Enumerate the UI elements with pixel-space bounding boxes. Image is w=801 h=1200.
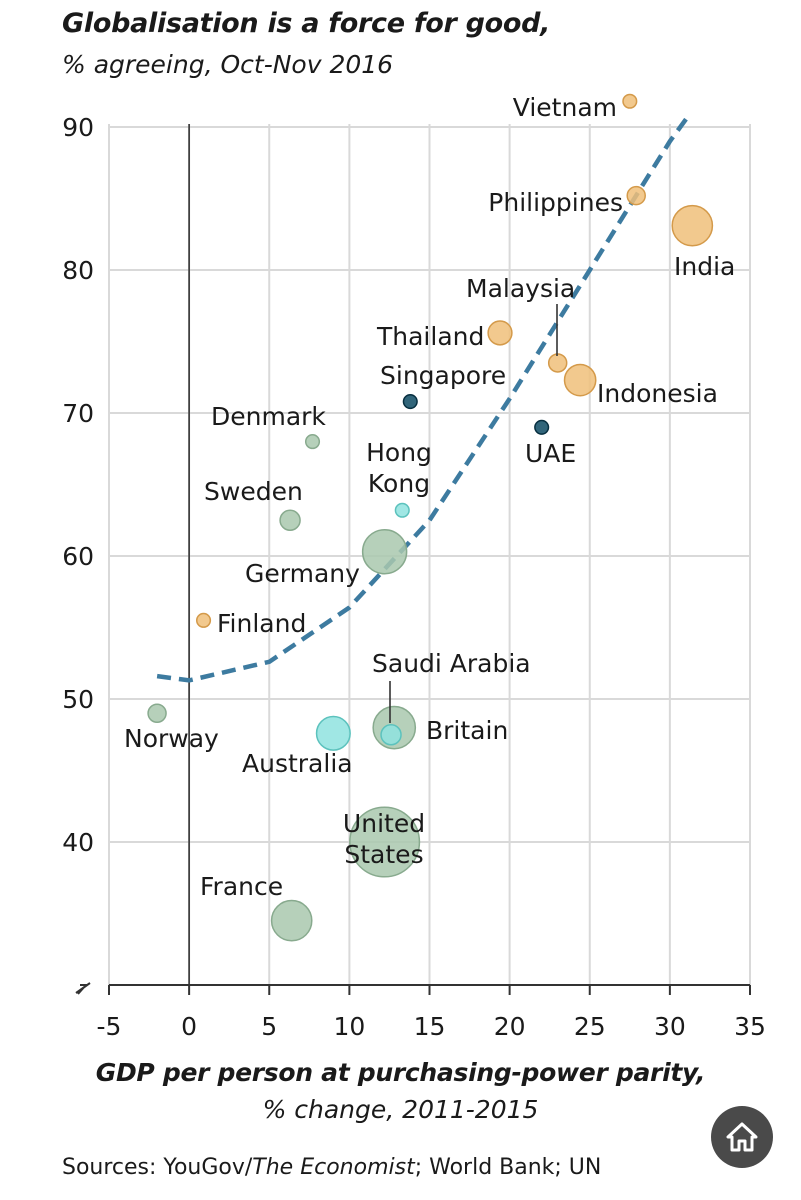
x-tick-label: 35 [734, 1012, 766, 1041]
bubble-singapore [402, 394, 418, 410]
label-philippines: Philippines [488, 188, 623, 217]
chart-title: Globalisation is a force for good, [62, 8, 551, 39]
label-thailand: Thailand [376, 322, 484, 351]
x-tick-label: 10 [333, 1012, 365, 1041]
source-note: Sources: YouGov/The Economist; World Ban… [62, 1155, 601, 1180]
x-axis-title: GDP per person at purchasing-power parit… [95, 1058, 706, 1087]
label-britain: Britain [426, 716, 508, 745]
x-tick-label: 0 [181, 1012, 197, 1041]
trend-line [156, 111, 693, 683]
y-tick-label: 60 [62, 542, 94, 571]
bubble-united-states [349, 806, 421, 878]
label-indonesia: Indonesia [597, 379, 718, 408]
label-finland: Finland [217, 609, 306, 638]
bubble-germany [361, 528, 408, 575]
label-united-states: United States [343, 809, 425, 869]
label-singapore: Singapore [380, 361, 506, 390]
bubble-uae [534, 419, 550, 435]
x-tick-label: -5 [97, 1012, 122, 1041]
bubble-philippines [626, 185, 646, 206]
bubble-indonesia [563, 363, 597, 397]
label-germany: Germany [245, 559, 360, 588]
label-australia: Australia [242, 749, 353, 778]
y-tick-label: 50 [62, 685, 94, 714]
source-publication: The Economist [252, 1155, 415, 1180]
source-prefix: Sources: YouGov/ [62, 1155, 253, 1180]
bubble-saudi-arabia [380, 724, 402, 746]
bubble-australia [315, 715, 351, 751]
label-vietnam: Vietnam [513, 93, 617, 122]
bubble-thailand [487, 320, 513, 346]
x-tick-label: 25 [574, 1012, 606, 1041]
x-axis-subtitle: % change, 2011-2015 [262, 1095, 539, 1124]
bubble-finland [195, 612, 212, 628]
x-tick-label: 5 [261, 1012, 277, 1041]
label-norway: Norway [124, 724, 219, 753]
chart-subtitle: % agreeing, Oct-Nov 2016 [62, 50, 394, 79]
y-tick-label: 90 [62, 113, 94, 142]
x-tick-label: 30 [654, 1012, 686, 1041]
label-sweden: Sweden [204, 477, 303, 506]
home-button[interactable] [711, 1106, 773, 1168]
bubble-malaysia [547, 353, 568, 373]
label-malaysia: Malaysia [466, 274, 575, 303]
scatter-chart: -5 0 5 10 15 20 25 30 35 40 50 60 70 80 90 Vietnam Phili… [62, 93, 766, 1041]
bubble-denmark [304, 434, 321, 450]
label-india: India [674, 252, 735, 281]
x-tick-label: 20 [494, 1012, 526, 1041]
home-icon [726, 1122, 758, 1152]
label-saudi-arabia: Saudi Arabia [372, 649, 531, 678]
bubble-norway [147, 703, 167, 724]
y-tick-label: 70 [62, 399, 94, 428]
source-suffix: ; World Bank; UN [414, 1155, 602, 1180]
label-hong-kong: Hong Kong [366, 438, 432, 498]
label-denmark: Denmark [211, 402, 326, 431]
label-uae: UAE [525, 439, 576, 468]
axis-break-icon [75, 982, 91, 995]
y-tick-label: 80 [62, 256, 94, 285]
x-tick-label: 15 [414, 1012, 446, 1041]
bubble-sweden [279, 509, 301, 531]
y-tick-label: 40 [62, 828, 94, 857]
bubble-vietnam [622, 93, 638, 109]
bubble-india [671, 204, 714, 247]
bubble-france [270, 899, 313, 942]
bubble-hong-kong [394, 502, 410, 518]
label-france: France [200, 872, 283, 901]
